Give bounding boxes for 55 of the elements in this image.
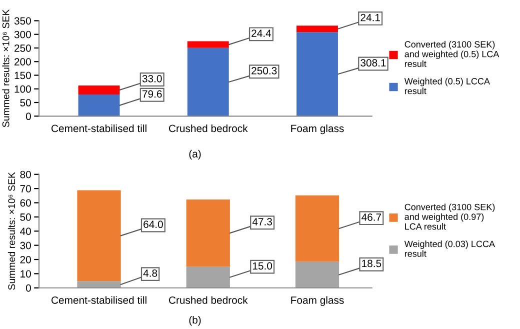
data-label: 46.7 (362, 214, 382, 221)
text: (b) (189, 316, 201, 326)
x-tick-label: Foam glass (291, 296, 344, 306)
bar (186, 266, 230, 288)
bar (295, 195, 340, 262)
y-tick-label: 10 (20, 270, 31, 278)
bar (186, 199, 230, 267)
y-tick-label: 60 (20, 199, 31, 207)
data-label: 24.4 (252, 30, 272, 37)
data-label: 24.1 (360, 14, 380, 22)
y-tick-label: 100 (14, 85, 31, 93)
bar (77, 281, 121, 288)
bar (296, 32, 338, 116)
bar (187, 41, 229, 48)
data-label: 250.3 (252, 67, 277, 74)
y-tick-label: 30 (20, 242, 31, 250)
data-label: 15.0 (252, 262, 272, 270)
x-tick-label: Crushed bedrock (168, 296, 248, 304)
y-tick-label: 350 (14, 17, 31, 25)
data-label: 33.0 (142, 74, 162, 82)
x-tick-label: Foam glass (291, 124, 344, 134)
data-label: 47.3 (252, 218, 272, 226)
x-tick-label: Cement-stabilised till (51, 124, 146, 132)
legend-label: Converted (3100 SEK) and weighted (0.97) LCA result (404, 204, 495, 230)
y-tick-label: 70 (20, 185, 31, 192)
y-tick-label: 50 (20, 99, 31, 106)
bar (295, 262, 340, 288)
x-tick-label: Cement-stabilised till (51, 296, 146, 304)
legend-label: Weighted (0.5) LCCA result (404, 78, 490, 94)
y-axis-title: Summed results: ×10⁶ SEK (8, 172, 16, 290)
bar (78, 94, 120, 116)
y-tick-label: 0 (26, 112, 31, 120)
bar (187, 48, 229, 116)
y-tick-label: 0 (26, 284, 31, 292)
data-label: 4.8 (143, 269, 158, 277)
data-label: 308.1 (360, 59, 386, 67)
bar (77, 190, 121, 282)
data-label: 18.5 (362, 260, 382, 268)
legend-label: Weighted (0.03) LCCA result (404, 240, 495, 257)
y-tick-label: 50 (20, 213, 31, 221)
data-label: 79.6 (142, 90, 162, 98)
y-tick-label: 80 (20, 170, 31, 178)
legend-label: Converted (3100 SEK) and weighted (0.5) LCA result (404, 40, 500, 67)
x-tick-label: Crushed bedrock (168, 124, 248, 132)
bar (78, 85, 120, 94)
y-tick-label: 300 (14, 30, 31, 38)
y-tick-label: 200 (14, 58, 31, 66)
y-axis-title: Summed results: ×10⁶ SEK (2, 9, 10, 128)
y-tick-label: 150 (14, 72, 31, 80)
y-tick-label: 20 (20, 256, 31, 264)
y-tick-label: 40 (20, 228, 31, 235)
bar (296, 26, 338, 32)
y-tick-label: 250 (14, 44, 31, 52)
text: (a) (189, 150, 201, 160)
data-label: 64.0 (144, 220, 163, 228)
